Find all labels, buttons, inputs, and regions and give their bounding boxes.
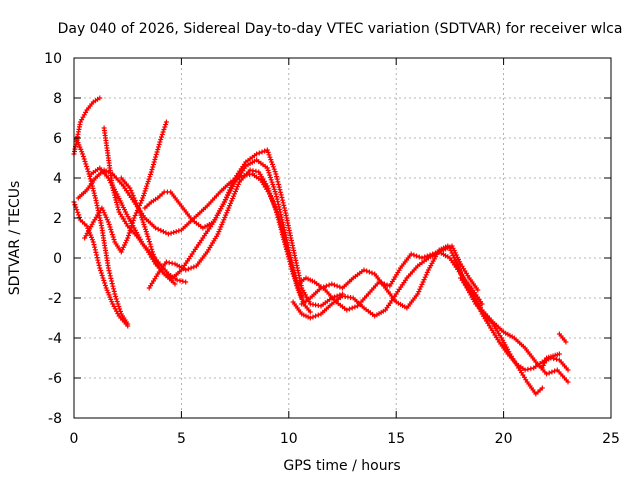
y-tick-label-1: -6 (48, 371, 62, 387)
y-tick-labels: -8 -6 -4 -2 0 2 4 6 8 10 (44, 51, 62, 427)
data-series (71, 95, 571, 397)
series-markers-track-18 (556, 331, 569, 345)
series-markers-track-13 (299, 243, 451, 311)
x-tick-labels: 0 5 10 15 20 25 (70, 431, 620, 447)
x-tick-label-3: 15 (387, 431, 405, 447)
series-markers-track-10 (146, 167, 305, 299)
y-tick-label-2: -4 (48, 331, 62, 347)
axis-ticks (73, 57, 612, 419)
series-track-18 (556, 331, 569, 345)
x-tick-label-2: 10 (280, 431, 298, 447)
x-tick-label-1: 5 (177, 431, 186, 447)
y-tick-label-6: 4 (53, 171, 62, 187)
series-markers-track-17 (539, 351, 562, 371)
y-tick-label-4: 0 (53, 251, 62, 267)
x-axis-label: GPS time / hours (283, 458, 400, 474)
series-track-10 (146, 167, 305, 299)
chart-title: Day 040 of 2026, Sidereal Day-to-day VTE… (58, 21, 623, 37)
y-tick-label-7: 6 (53, 131, 62, 147)
y-axis-label: SDTVAR / TECUs (7, 181, 23, 296)
y-tick-label-5: 2 (53, 211, 62, 227)
y-tick-label-0: -8 (48, 411, 62, 427)
series-track-9 (142, 147, 345, 309)
x-tick-label-4: 20 (495, 431, 513, 447)
x-tick-label-0: 0 (70, 431, 79, 447)
y-tick-label-8: 8 (53, 91, 62, 107)
series-line-track-16 (459, 277, 569, 383)
series-line-track-1 (73, 97, 101, 155)
series-track-7 (75, 167, 313, 315)
plot-frame (73, 57, 612, 419)
grid-lines (74, 58, 611, 418)
series-track-4 (82, 119, 169, 255)
series-track-1 (71, 95, 103, 157)
series-line-track-4 (83, 121, 168, 253)
series-markers-track-9 (142, 147, 345, 309)
series-markers-track-2 (73, 135, 131, 327)
series-track-17 (539, 351, 562, 371)
x-tick-label-5: 25 (602, 431, 620, 447)
y-tick-label-9: 10 (44, 51, 62, 67)
series-track-13 (299, 243, 451, 311)
series-markers-track-4 (82, 119, 169, 255)
series-track-2 (73, 135, 131, 327)
series-markers-track-7 (75, 167, 313, 315)
y-tick-label-3: -2 (48, 291, 62, 307)
